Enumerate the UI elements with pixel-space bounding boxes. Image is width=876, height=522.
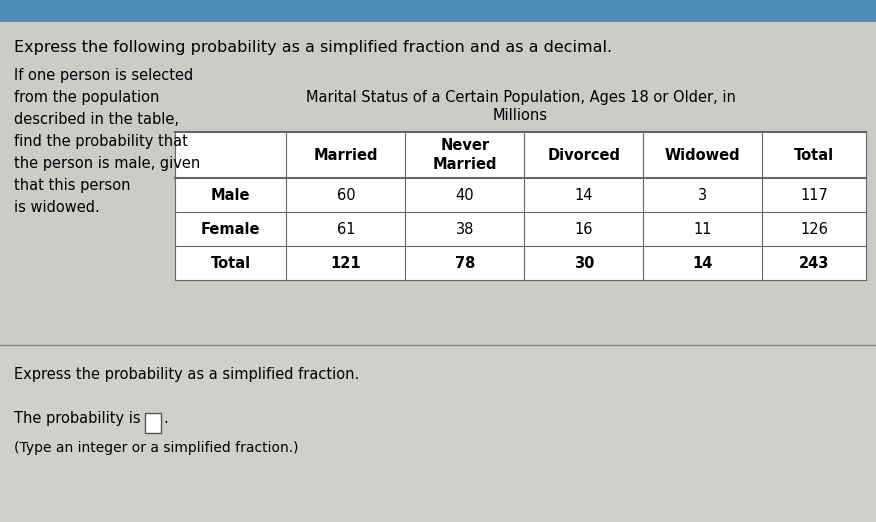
Text: 126: 126 <box>801 221 828 236</box>
Text: Female: Female <box>201 221 260 236</box>
Text: 117: 117 <box>801 187 828 203</box>
Text: find the probability that: find the probability that <box>14 134 187 149</box>
Text: Never
Married: Never Married <box>433 138 497 172</box>
Text: 38: 38 <box>456 221 474 236</box>
Text: (Type an integer or a simplified fraction.): (Type an integer or a simplified fractio… <box>14 441 299 455</box>
Text: Millions: Millions <box>493 108 548 123</box>
Text: Total: Total <box>210 255 251 270</box>
Text: 60: 60 <box>336 187 355 203</box>
Text: described in the table,: described in the table, <box>14 112 179 127</box>
Text: the person is male, given: the person is male, given <box>14 156 201 171</box>
Text: 30: 30 <box>574 255 594 270</box>
Text: Married: Married <box>314 148 378 162</box>
Text: Express the following probability as a simplified fraction and as a decimal.: Express the following probability as a s… <box>14 40 612 55</box>
Text: is widowed.: is widowed. <box>14 200 100 215</box>
Text: 3: 3 <box>698 187 708 203</box>
Text: from the population: from the population <box>14 90 159 105</box>
Text: 16: 16 <box>575 221 593 236</box>
Text: Male: Male <box>211 187 251 203</box>
Text: 11: 11 <box>694 221 712 236</box>
Text: Marital Status of a Certain Population, Ages 18 or Older, in: Marital Status of a Certain Population, … <box>306 90 736 105</box>
Text: 78: 78 <box>455 255 475 270</box>
Bar <box>145 413 161 433</box>
Text: 14: 14 <box>575 187 593 203</box>
Text: 61: 61 <box>336 221 355 236</box>
Bar <box>0 345 876 522</box>
Text: 14: 14 <box>693 255 713 270</box>
Text: Divorced: Divorced <box>548 148 620 162</box>
Text: Total: Total <box>795 148 834 162</box>
Bar <box>0 0 876 22</box>
Text: 40: 40 <box>456 187 474 203</box>
Text: If one person is selected: If one person is selected <box>14 68 194 83</box>
Text: Express the probability as a simplified fraction.: Express the probability as a simplified … <box>14 367 359 382</box>
Text: 243: 243 <box>799 255 830 270</box>
Text: that this person: that this person <box>14 178 131 193</box>
Text: .: . <box>163 411 167 426</box>
Text: 121: 121 <box>330 255 361 270</box>
Text: Widowed: Widowed <box>665 148 741 162</box>
Bar <box>175 132 866 280</box>
Text: The probability is: The probability is <box>14 411 145 426</box>
